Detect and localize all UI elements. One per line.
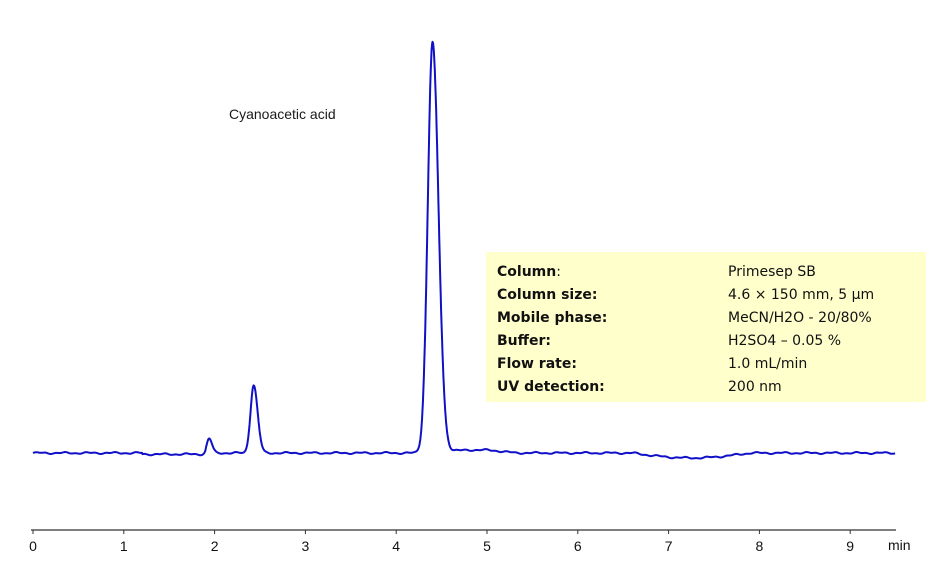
x-axis-tick-label: 6 [574,538,582,554]
condition-row-flow-rate: Flow rate: 1.0 mL/min [497,353,926,376]
chromatogram-trace [32,40,896,460]
condition-key: Mobile phase: [497,310,608,326]
condition-row-column: Column: Primesep SB [497,261,926,284]
condition-key: Buffer: [497,333,551,349]
condition-row-buffer: Buffer: H2SO4 – 0.05 % [497,330,926,353]
x-axis-tick-label: 8 [756,538,764,554]
conditions-box: Column: Primesep SB Column size: 4.6 × 1… [486,252,926,402]
condition-value: H2SO4 – 0.05 % [728,333,842,349]
condition-key: UV detection: [497,379,605,395]
condition-row-uv-detection: UV detection: 200 nm [497,376,926,399]
condition-key: Column size: [497,287,598,303]
x-axis-tick-label: 9 [846,538,854,554]
condition-value: 4.6 × 150 mm, 5 µm [728,287,875,303]
x-axis-tick-label: 4 [392,538,400,554]
x-axis-tick-label: 2 [211,538,219,554]
x-axis-unit-label: min [888,537,911,553]
x-axis-tick-label: 3 [302,538,310,554]
x-axis-tick-label: 5 [483,538,491,554]
condition-row-column-size: Column size: 4.6 × 150 mm, 5 µm [497,284,926,307]
condition-value: MeCN/H2O - 20/80% [728,310,872,326]
condition-value: Primesep SB [728,264,816,280]
condition-key: Flow rate: [497,356,577,372]
x-axis-tick-label: 0 [29,538,37,554]
x-axis-tick-label: 1 [120,538,128,554]
condition-value: 200 nm [728,379,782,395]
x-axis-tick-label: 7 [665,538,673,554]
condition-key: Column [497,264,557,280]
peak-label-cyanoacetic-acid: Cyanoacetic acid [229,106,336,122]
condition-row-mobile-phase: Mobile phase: MeCN/H2O - 20/80% [497,307,926,330]
x-axis-ticks: 0 1 2 3 4 5 6 7 8 9 [29,530,854,554]
condition-key-colon: : [556,264,561,280]
condition-value: 1.0 mL/min [728,356,808,372]
